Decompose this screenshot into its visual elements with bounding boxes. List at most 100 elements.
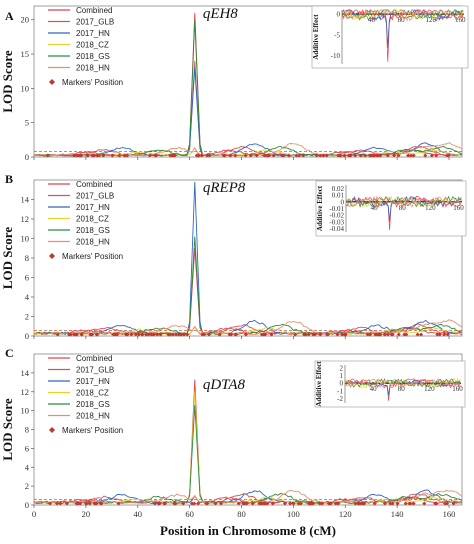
- marker-position: [133, 332, 138, 337]
- marker-position: [176, 332, 181, 337]
- marker-position: [85, 153, 90, 158]
- marker-position: [335, 332, 340, 337]
- marker-position: [250, 501, 255, 506]
- marker-position: [395, 501, 400, 506]
- marker-position: [115, 332, 120, 337]
- marker-position: [365, 332, 370, 337]
- marker-position: [241, 501, 246, 506]
- qtl-label: qREP8: [203, 180, 246, 196]
- marker-position: [87, 501, 92, 506]
- marker-position: [314, 153, 319, 158]
- marker-position: [347, 153, 352, 158]
- x-axis-label: Position in Chromosome 8 (cM): [160, 523, 336, 538]
- legend-label: 2017_HN: [76, 377, 110, 386]
- y-tick-label: 5: [25, 118, 29, 128]
- marker-position: [117, 153, 122, 158]
- marker-position: [91, 153, 96, 158]
- marker-position: [406, 153, 411, 158]
- legend-marker-label: Markers' Position: [62, 252, 123, 261]
- marker-position: [149, 332, 154, 337]
- marker-position: [262, 153, 267, 158]
- legend-label: 2018_CZ: [76, 389, 109, 398]
- marker-position: [168, 332, 173, 337]
- marker-position: [279, 153, 284, 158]
- marker-position: [433, 501, 438, 506]
- marker-position: [111, 332, 116, 337]
- y-tick-label: 2: [25, 312, 29, 322]
- marker-position: [446, 153, 451, 158]
- marker-position: [385, 332, 390, 337]
- marker-position: [376, 332, 381, 337]
- marker-position: [353, 153, 358, 158]
- marker-position: [404, 332, 409, 337]
- marker-position: [293, 332, 298, 337]
- marker-position: [233, 332, 238, 337]
- y-tick-label: 0: [25, 152, 29, 162]
- y-tick-label: 4: [25, 462, 30, 472]
- marker-position: [129, 332, 134, 337]
- marker-position: [265, 501, 270, 506]
- marker-position: [325, 332, 330, 337]
- marker-position: [286, 153, 291, 158]
- inset-x-tick-label: 120: [424, 385, 435, 393]
- marker-position: [254, 153, 259, 158]
- marker-position: [173, 501, 178, 506]
- y-tick-label: 10: [21, 406, 30, 416]
- marker-position: [152, 501, 157, 506]
- panel-letter: C: [5, 346, 14, 360]
- inset-x-tick-label: 160: [452, 385, 463, 393]
- inset-series-line: [345, 195, 462, 208]
- inset-x-tick-label: 40: [370, 385, 378, 393]
- marker-position: [372, 153, 377, 158]
- marker-position: [174, 332, 179, 337]
- marker-position: [192, 501, 197, 506]
- legend-label: Combined: [76, 354, 112, 363]
- marker-position: [48, 501, 53, 506]
- marker-position: [158, 332, 163, 337]
- series-line-2017-glb: [33, 493, 463, 505]
- legend: Combined 2017_GLB 2017_HN 2018_CZ 2018_GS 201…: [48, 6, 123, 87]
- y-tick-label: 10: [21, 83, 30, 93]
- marker-position: [297, 153, 302, 158]
- x-tick-label: 0: [32, 509, 36, 519]
- marker-position: [181, 332, 186, 337]
- series-line-2018-gs: [33, 236, 463, 336]
- inset-additive-effect: Additive Effect 0.020.010-0.01-0.02-0.03-…: [315, 180, 467, 237]
- marker-position: [147, 153, 152, 158]
- inset-x-tick-label: 120: [425, 16, 436, 24]
- marker-position: [423, 153, 428, 158]
- y-axis-label: LOD Score: [0, 398, 15, 460]
- marker-position: [326, 501, 331, 506]
- marker-position: [373, 332, 378, 337]
- marker-position: [445, 332, 450, 337]
- marker-position: [154, 153, 159, 158]
- marker-position: [282, 501, 287, 506]
- inset-additive-effect: Additive Effect 210-1-2 40 80 120 160: [314, 361, 466, 408]
- marker-position: [363, 153, 368, 158]
- marker-position: [411, 501, 416, 506]
- marker-position: [396, 332, 401, 337]
- marker-position: [116, 501, 121, 506]
- marker-position: [356, 501, 361, 506]
- marker-position: [318, 332, 323, 337]
- marker-position: [88, 332, 93, 337]
- marker-position: [267, 153, 272, 158]
- marker-position: [343, 332, 348, 337]
- inset-y-tick-label: -5: [334, 31, 340, 39]
- series-line-2018-hn: [33, 489, 463, 505]
- marker-position: [422, 501, 427, 506]
- marker-position: [146, 332, 151, 337]
- legend-label: 2017_GLB: [76, 192, 114, 201]
- legend: Combined 2017_GLB 2017_HN 2018_CZ 2018_GS 201…: [48, 180, 123, 261]
- marker-position: [78, 501, 83, 506]
- marker-position: [79, 153, 84, 158]
- legend: Combined 2017_GLB 2017_HN 2018_CZ 2018_GS 201…: [48, 354, 123, 435]
- qtl-label: qEH8: [203, 6, 238, 22]
- marker-position: [382, 332, 387, 337]
- marker-position: [261, 501, 266, 506]
- inset-x-tick-label: 160: [455, 16, 466, 24]
- marker-position: [207, 332, 212, 337]
- marker-position: [396, 153, 401, 158]
- legend-label: Combined: [76, 180, 112, 189]
- marker-position: [298, 501, 303, 506]
